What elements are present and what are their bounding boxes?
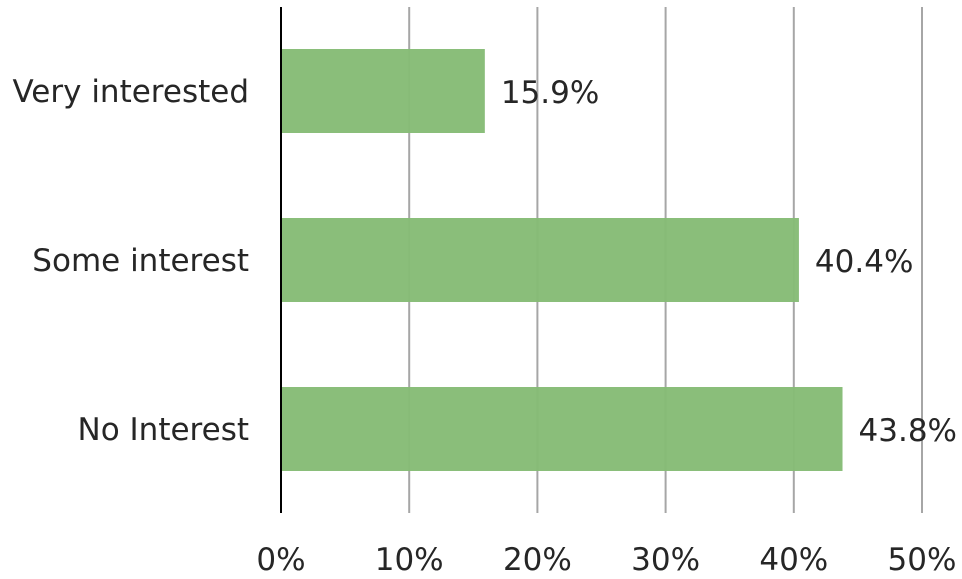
x-tick-label: 30% bbox=[631, 542, 700, 578]
category-label: Very interested bbox=[13, 74, 250, 110]
bar-no-interest bbox=[281, 387, 843, 471]
x-tick-label: 10% bbox=[375, 542, 444, 578]
x-tick-label: 0% bbox=[256, 542, 305, 578]
value-label: 15.9% bbox=[501, 75, 599, 111]
category-labels: Very interested Some interest No Interest bbox=[13, 74, 250, 448]
x-tick-label: 20% bbox=[503, 542, 572, 578]
value-label: 43.8% bbox=[859, 413, 957, 449]
value-label: 40.4% bbox=[815, 244, 913, 280]
category-label: Some interest bbox=[32, 243, 249, 279]
bar-some-interest bbox=[281, 218, 799, 302]
bars bbox=[281, 49, 843, 471]
x-tick-label: 50% bbox=[888, 542, 957, 578]
bar-very-interested bbox=[281, 49, 485, 133]
category-label: No Interest bbox=[78, 412, 249, 448]
value-labels: 15.9% 40.4% 43.8% bbox=[501, 75, 957, 449]
x-tick-labels: 0% 10% 20% 30% 40% 50% bbox=[256, 542, 956, 578]
x-tick-label: 40% bbox=[759, 542, 828, 578]
